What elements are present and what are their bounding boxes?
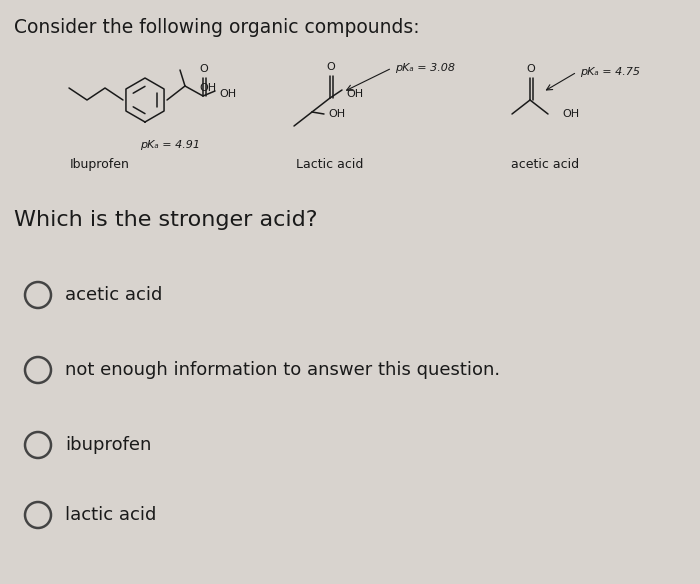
Text: pKₐ = 4.91: pKₐ = 4.91 xyxy=(140,140,200,150)
Text: Which is the stronger acid?: Which is the stronger acid? xyxy=(14,210,318,230)
Text: Consider the following organic compounds:: Consider the following organic compounds… xyxy=(14,18,419,37)
Text: OH: OH xyxy=(199,83,216,93)
Text: Ibuprofen: Ibuprofen xyxy=(70,158,130,171)
Text: ibuprofen: ibuprofen xyxy=(65,436,151,454)
Text: acetic acid: acetic acid xyxy=(511,158,579,171)
Text: OH: OH xyxy=(346,89,363,99)
Text: acetic acid: acetic acid xyxy=(65,286,162,304)
Text: lactic acid: lactic acid xyxy=(65,506,156,524)
Text: Lactic acid: Lactic acid xyxy=(296,158,364,171)
Text: OH: OH xyxy=(219,89,236,99)
Text: not enough information to answer this question.: not enough information to answer this qu… xyxy=(65,361,500,379)
Text: O: O xyxy=(526,64,536,74)
Text: OH: OH xyxy=(328,109,345,119)
Text: O: O xyxy=(327,62,335,72)
Text: O: O xyxy=(199,64,209,74)
Text: OH: OH xyxy=(562,109,579,119)
Text: pKₐ = 3.08: pKₐ = 3.08 xyxy=(395,63,455,73)
Text: pKₐ = 4.75: pKₐ = 4.75 xyxy=(580,67,640,77)
